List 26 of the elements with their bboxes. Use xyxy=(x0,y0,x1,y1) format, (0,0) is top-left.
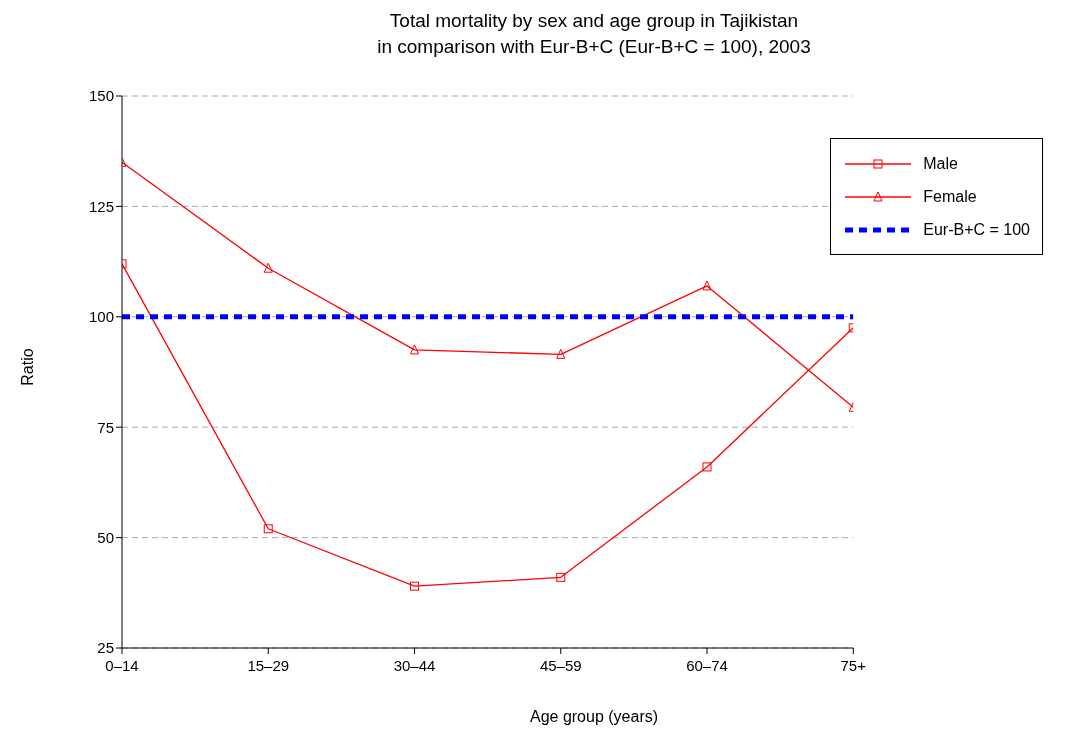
y-tick-label: 25 xyxy=(97,639,114,657)
legend-label: Eur-B+C = 100 xyxy=(923,220,1030,239)
point xyxy=(702,280,712,291)
legend-label: Female xyxy=(923,187,977,206)
y-tick-label: 100 xyxy=(88,308,114,326)
x-tick-label: 0–14 xyxy=(105,656,139,674)
point xyxy=(410,344,420,355)
point xyxy=(263,524,273,534)
point xyxy=(410,581,420,591)
x-tick-label: 30–44 xyxy=(393,656,436,674)
point xyxy=(556,572,566,582)
x-axis-title: Age group (years) xyxy=(528,708,660,726)
x-tick-label: 60–74 xyxy=(686,656,728,674)
x-tick-label: 75+ xyxy=(840,656,867,674)
point xyxy=(263,262,273,273)
y-tick-label: 125 xyxy=(88,197,114,215)
y-tick-label: 50 xyxy=(97,528,114,546)
x-tick-label: 15–29 xyxy=(247,656,290,674)
y-axis-title: Ratio xyxy=(19,347,37,388)
point xyxy=(702,462,712,472)
legend-label: Male xyxy=(923,154,958,173)
y-tick-label: 75 xyxy=(97,418,114,436)
y-tick-label: 150 xyxy=(88,87,114,105)
point xyxy=(556,348,566,359)
x-tick-label: 45–59 xyxy=(539,656,582,674)
chart-title: Total mortality by sex and age group in Tajikistan in comparison with Eur-B+C (Eur-B+C = 100), 2003 xyxy=(376,9,812,59)
